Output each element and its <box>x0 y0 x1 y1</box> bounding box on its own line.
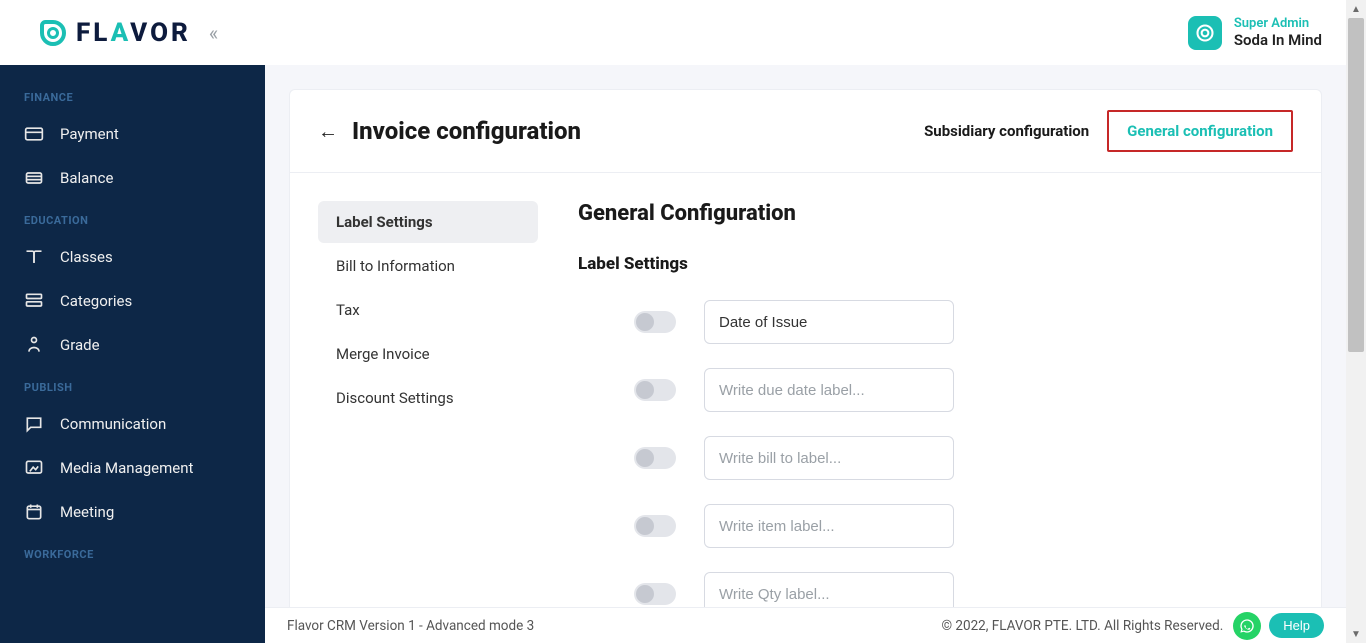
sidebar-item-label: Meeting <box>60 503 114 521</box>
scroll-thumb[interactable] <box>1348 18 1364 352</box>
user-name: Soda In Mind <box>1234 31 1322 49</box>
footer: Flavor CRM Version 1 - Advanced mode 3 ©… <box>265 607 1346 643</box>
scroll-down-icon[interactable]: ▼ <box>1346 625 1366 643</box>
sidebar-section-education: EDUCATION <box>0 200 265 235</box>
logo-text-part2: VOR <box>130 18 191 48</box>
panel-subtitle: Label Settings <box>578 254 1293 274</box>
subnav-label-settings[interactable]: Label Settings <box>318 201 538 243</box>
user-role: Super Admin <box>1234 16 1322 32</box>
sidebar-item-label: Payment <box>60 125 119 143</box>
subnav-tax[interactable]: Tax <box>318 289 538 331</box>
sidebar-item-payment[interactable]: Payment <box>0 112 265 156</box>
config-panel: General Configuration Label Settings <box>578 201 1293 607</box>
page-title: Invoice configuration <box>352 117 581 145</box>
toggle-qty[interactable] <box>634 583 676 605</box>
logo-text-accent: A <box>111 18 131 48</box>
meeting-icon <box>24 502 44 522</box>
logo-text-part1: FL <box>76 18 111 48</box>
config-card: ← Invoice configuration Subsidiary confi… <box>289 89 1322 607</box>
input-item[interactable] <box>704 504 954 548</box>
label-row-bill-to <box>578 436 1293 480</box>
book-icon <box>24 247 44 267</box>
input-qty[interactable] <box>704 572 954 607</box>
main-content: ← Invoice configuration Subsidiary confi… <box>265 65 1346 607</box>
subnav-discount-settings[interactable]: Discount Settings <box>318 377 538 419</box>
scroll-track[interactable] <box>1346 18 1366 625</box>
sidebar-item-meeting[interactable]: Meeting <box>0 490 265 534</box>
label-row-date-of-issue <box>578 300 1293 344</box>
scroll-up-icon[interactable]: ▲ <box>1346 0 1366 18</box>
footer-version: Flavor CRM Version 1 - Advanced mode 3 <box>287 618 534 634</box>
sidebar-item-label: Balance <box>60 169 113 187</box>
card-header: ← Invoice configuration Subsidiary confi… <box>290 90 1321 173</box>
input-due-date[interactable] <box>704 368 954 412</box>
panel-title: General Configuration <box>578 201 1293 226</box>
sidebar-section-finance: FINANCE <box>0 77 265 112</box>
input-date-of-issue[interactable] <box>704 300 954 344</box>
toggle-due-date[interactable] <box>634 379 676 401</box>
media-icon <box>24 458 44 478</box>
chat-icon <box>24 414 44 434</box>
sidebar-item-categories[interactable]: Categories <box>0 279 265 323</box>
avatar-icon <box>1188 16 1222 50</box>
settings-subnav: Label Settings Bill to Information Tax M… <box>318 201 538 607</box>
sidebar-item-label: Classes <box>60 248 113 266</box>
page-scrollbar[interactable]: ▲ ▼ <box>1346 0 1366 643</box>
sidebar-item-communication[interactable]: Communication <box>0 402 265 446</box>
user-menu[interactable]: Super Admin Soda In Mind <box>1188 16 1322 50</box>
grade-icon <box>24 335 44 355</box>
credit-card-icon <box>24 124 44 144</box>
topbar: FLAVOR « Super Admin Soda In Mind <box>0 0 1346 65</box>
sidebar-item-balance[interactable]: Balance <box>0 156 265 200</box>
toggle-item[interactable] <box>634 515 676 537</box>
label-row-item <box>578 504 1293 548</box>
sidebar-item-label: Communication <box>60 415 166 433</box>
help-button[interactable]: Help <box>1269 613 1324 638</box>
sidebar-item-label: Grade <box>60 336 100 354</box>
tab-general-config[interactable]: General configuration <box>1107 110 1293 152</box>
sidebar-section-publish: PUBLISH <box>0 367 265 402</box>
subnav-merge-invoice[interactable]: Merge Invoice <box>318 333 538 375</box>
footer-copyright: © 2022, FLAVOR PTE. LTD. All Rights Rese… <box>941 618 1223 634</box>
sidebar-section-workforce: WORKFORCE <box>0 534 265 569</box>
balance-icon <box>24 168 44 188</box>
subnav-bill-to[interactable]: Bill to Information <box>318 245 538 287</box>
sidebar-item-label: Media Management <box>60 459 193 477</box>
logo-mark-icon <box>40 20 66 46</box>
label-row-due-date <box>578 368 1293 412</box>
tab-subsidiary-config[interactable]: Subsidiary configuration <box>906 112 1107 150</box>
sidebar-item-label: Categories <box>60 292 132 310</box>
sidebar-item-media[interactable]: Media Management <box>0 446 265 490</box>
toggle-bill-to[interactable] <box>634 447 676 469</box>
sidebar: FINANCE Payment Balance EDUCATION Classe… <box>0 65 265 643</box>
sidebar-collapse-icon[interactable]: « <box>209 21 212 45</box>
whatsapp-icon[interactable] <box>1233 612 1261 640</box>
logo-text: FLAVOR <box>76 18 191 48</box>
back-arrow-icon[interactable]: ← <box>318 119 338 144</box>
label-row-qty <box>578 572 1293 607</box>
input-bill-to[interactable] <box>704 436 954 480</box>
categories-icon <box>24 291 44 311</box>
brand-logo[interactable]: FLAVOR <box>40 18 191 48</box>
toggle-date-of-issue[interactable] <box>634 311 676 333</box>
sidebar-item-grade[interactable]: Grade <box>0 323 265 367</box>
sidebar-item-classes[interactable]: Classes <box>0 235 265 279</box>
